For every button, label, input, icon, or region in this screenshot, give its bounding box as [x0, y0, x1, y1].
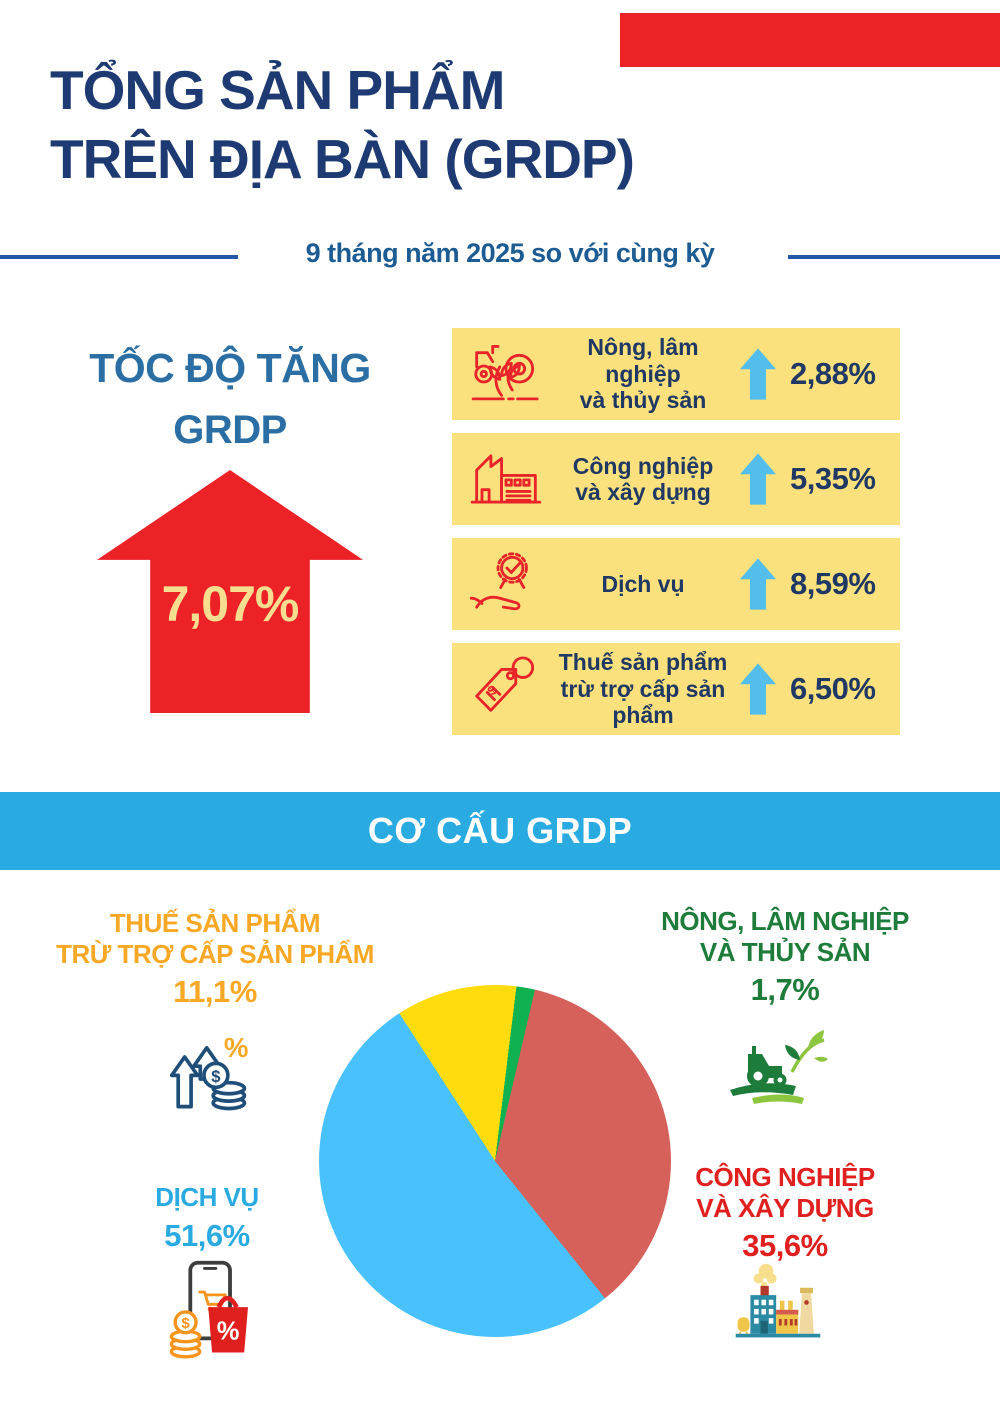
indicator-label: Thuế sản phẩm trừ trợ cấp sản phẩm — [558, 649, 728, 729]
factory-icon — [470, 454, 542, 504]
indicator-label: Công nghiệp và xây dựng — [572, 452, 714, 505]
green-tractor-icon — [730, 1030, 828, 1104]
mobile-shopping-icon: $ % — [169, 1260, 248, 1359]
growth-heading-line2: GRDP — [173, 408, 287, 452]
indicator-value: 6,50% — [790, 671, 876, 706]
pie-label-services: DỊCH VỤ 51,6% — [87, 1182, 327, 1254]
page-title-line1: TỔNG SẢN PHẨM — [50, 59, 505, 121]
indicator-label: Nông, lâm nghiệp và thủy sản — [579, 334, 707, 414]
svg-text:%: % — [224, 1032, 249, 1063]
up-arrow-icon — [740, 453, 776, 505]
pie-label-industry: CÔNG NGHIỆP VÀ XÂY DỰNG 35,6% — [655, 1162, 915, 1265]
indicator-box-industry: Công nghiệp và xây dựng 5,35% — [452, 433, 900, 525]
subtitle-row: 9 tháng năm 2025 so với cùng kỳ — [0, 232, 1000, 282]
pie-label-industry-value: 35,6% — [742, 1228, 828, 1264]
growth-total-value: 7,07% — [161, 576, 300, 632]
indicator-value: 5,35% — [790, 461, 876, 496]
growth-heading-line1: TỐC ĐỘ TĂNG — [89, 345, 371, 391]
up-arrow-icon — [740, 558, 776, 610]
pie-label-agriculture-value: 1,7% — [750, 972, 820, 1008]
svg-text:$: $ — [181, 1315, 190, 1332]
indicator-value: 8,59% — [790, 566, 876, 601]
indicator-box-taxes: $ Thuế sản phẩm trừ trợ cấp sản phẩm 6,5… — [452, 643, 900, 735]
grdp-pie-chart — [319, 985, 671, 1337]
pie-label-tax-value: 11,1% — [173, 974, 257, 1010]
header-red-bar — [620, 13, 1000, 67]
subtitle-divider-right — [788, 255, 1000, 259]
indicator-box-services: Dịch vụ 8,59% — [452, 538, 900, 630]
page-title: TỔNG SẢN PHẨM TRÊN ĐỊA BÀN (GRDP) — [50, 56, 635, 195]
page-title-line2: TRÊN ĐỊA BÀN (GRDP) — [50, 128, 635, 191]
up-arrow-icon — [740, 348, 776, 400]
up-arrow-icon — [740, 663, 776, 715]
pie-label-tax: THUẾ SẢN PHẨM TRỪ TRỢ CẤP SẢN PHẨM 11,1% — [56, 908, 374, 1010]
hand-medal-icon — [469, 552, 528, 611]
subtitle: 9 tháng năm 2025 so với cùng kỳ — [305, 238, 715, 268]
tractor-icon — [471, 345, 539, 401]
subtitle-divider-left — [0, 255, 238, 259]
indicator-value: 2,88% — [790, 356, 876, 391]
svg-text:$: $ — [484, 682, 500, 698]
structure-banner: CƠ CẤU GRDP — [0, 792, 1000, 870]
pie-label-agriculture: NÔNG, LÂM NGHIỆP VÀ THỦY SẢN 1,7% — [625, 906, 945, 1009]
structure-banner-title: CƠ CẤU GRDP — [367, 810, 633, 851]
price-tag-icon: $ — [475, 656, 535, 712]
indicator-label: Dịch vụ — [601, 570, 685, 597]
svg-text:$: $ — [211, 1067, 220, 1086]
tax-growth-icon: % $ — [169, 1032, 249, 1111]
factory-color-icon — [735, 1263, 821, 1338]
pie-label-services-value: 51,6% — [164, 1217, 250, 1253]
indicator-box-agriculture: Nông, lâm nghiệp và thủy sản 2,88% — [452, 328, 900, 420]
svg-text:%: % — [217, 1317, 240, 1345]
